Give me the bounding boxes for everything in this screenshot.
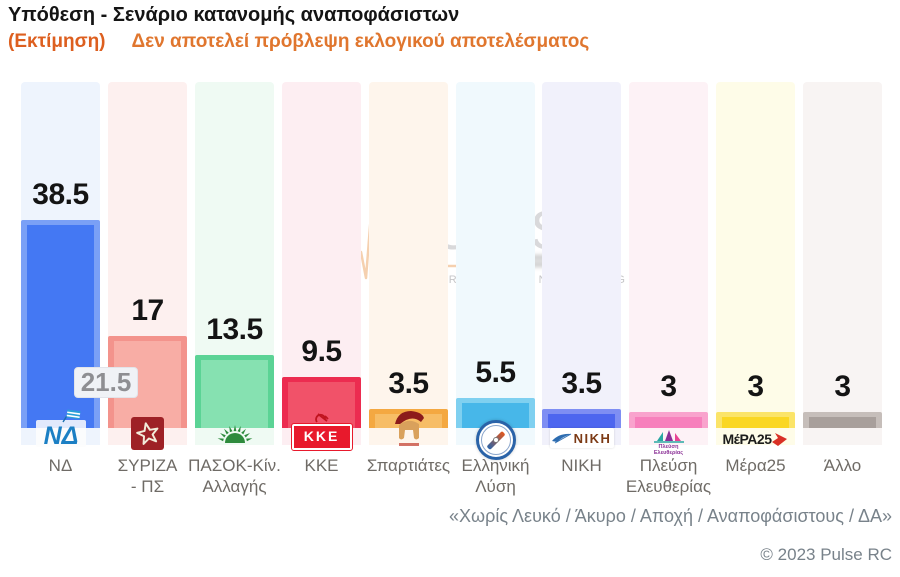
result-bar-inner — [288, 382, 355, 428]
niki-feather-icon — [551, 433, 571, 444]
result-bar-inner — [722, 417, 789, 428]
estimate-tag: (Εκτίμηση) — [8, 31, 106, 52]
column-background — [629, 82, 708, 445]
party-name-label: Άλλο — [823, 456, 862, 475]
value-label: 38.5 — [32, 178, 89, 211]
sailboat-icon — [653, 430, 684, 443]
pulse-logo-small-text — [514, 255, 560, 260]
nd-party-logo: ΝΔ — [21, 408, 100, 450]
result-bar-inner — [548, 414, 615, 428]
syriza-party-logo — [108, 417, 187, 450]
chart-area: PULSE RESEARCH & CONSULTING 38.5 ΝΔ ΝΔ 1… — [0, 82, 900, 562]
column-background — [542, 82, 621, 445]
value-label: 3.5 — [561, 367, 602, 400]
value-label: 13.5 — [206, 313, 263, 346]
result-bar — [195, 355, 274, 428]
party-column: 5.5 Ελληνική Λύση — [456, 82, 535, 496]
mera25-bird-icon — [772, 432, 788, 446]
spartiates-party-logo — [369, 408, 448, 448]
exclusion-note: «Χωρίς Λευκό / Άκυρο / Αποχή / Αναποφάσι… — [449, 506, 892, 526]
spartan-helmet-icon — [394, 411, 424, 446]
result-bar — [282, 377, 361, 428]
plefsi-party-logo: Πλεύση Ελευθερίας — [629, 429, 708, 456]
pasok-party-logo — [195, 412, 274, 453]
party-column: 3.5 ΝΙΚΗ ΝΙΚΗ — [542, 82, 621, 475]
party-column: 3 ΜέΡΑ25 Μέρα25 — [716, 82, 795, 475]
result-bar — [542, 409, 621, 428]
value-label: 17 — [131, 294, 164, 327]
party-name-label: ΣΥΡΙΖΑ - ΠΣ — [117, 456, 178, 496]
party-column: 13.5 ΠΑΣΟΚ-Κίν. Αλλαγής — [188, 82, 281, 496]
party-name-label: ΝΙΚΗ — [561, 456, 602, 475]
disclaimer-text: Δεν αποτελεί πρόβλεψη εκλογικού αποτελέσ… — [131, 31, 590, 52]
niki-party-logo: ΝΙΚΗ — [542, 428, 621, 448]
value-label: 9.5 — [301, 335, 342, 368]
party-name-label: Πλεύση Ελευθερίας — [625, 456, 712, 496]
chart-subtitle: (Εκτίμηση) Δεν αποτελεί πρόβλεψη εκλογικ… — [8, 31, 589, 53]
value-label: 5.5 — [475, 356, 516, 389]
nd-secondary-value-badge: 21.5 — [74, 367, 138, 398]
party-name-label: ΠΑΣΟΚ-Κίν. Αλλαγής — [188, 456, 281, 496]
column-background — [456, 82, 535, 445]
result-bar — [716, 412, 795, 428]
party-name-label: Ελληνική Λύση — [461, 456, 530, 496]
result-bar-inner — [635, 417, 702, 428]
party-column: 17 ΣΥΡΙΖΑ - ΠΣ — [108, 82, 187, 496]
result-bar-inner — [809, 417, 876, 428]
ellysi-party-logo — [456, 420, 535, 460]
party-column: 9.5 ΚΚΕ ΚΚΕ — [282, 82, 361, 475]
syriza-star-icon — [131, 417, 164, 450]
column-background — [369, 82, 448, 445]
chart-title: Υπόθεση - Σενάριο κατανομής αναποφάσιστω… — [8, 4, 460, 26]
copyright-text: © 2023 Pulse RC — [760, 545, 892, 564]
party-column: 3 Πλεύση Ελευθερίας Πλεύση Ελευθερίας — [626, 82, 711, 496]
compass-icon — [475, 420, 516, 460]
hammer-sickle-icon — [314, 413, 329, 423]
party-name-label: Σπαρτιάτες — [366, 456, 451, 475]
kke-party-logo: ΚΚΕ — [282, 412, 361, 451]
value-label: 3 — [747, 370, 764, 403]
column-background — [716, 82, 795, 445]
party-column: 3 Άλλο — [803, 82, 882, 475]
column-background — [803, 82, 882, 445]
party-column: 38.5 ΝΔ ΝΔ — [21, 82, 100, 475]
mera25-party-logo: ΜέΡΑ25 — [716, 431, 795, 447]
party-name-label: ΚΚΕ — [304, 456, 339, 475]
result-bar — [629, 412, 708, 428]
value-label: 3 — [660, 370, 677, 403]
svg-text:ΝΔ: ΝΔ — [43, 422, 78, 450]
result-bar-inner — [201, 360, 268, 428]
result-bar — [803, 412, 882, 428]
pasok-sun-icon — [206, 412, 264, 453]
party-name-label: ΝΔ — [48, 456, 73, 475]
value-label: 3.5 — [388, 367, 429, 400]
party-name-label: Μέρα25 — [725, 456, 786, 475]
party-column: 3.5 Σπαρτιάτες — [367, 82, 450, 475]
value-label: 3 — [834, 370, 851, 403]
